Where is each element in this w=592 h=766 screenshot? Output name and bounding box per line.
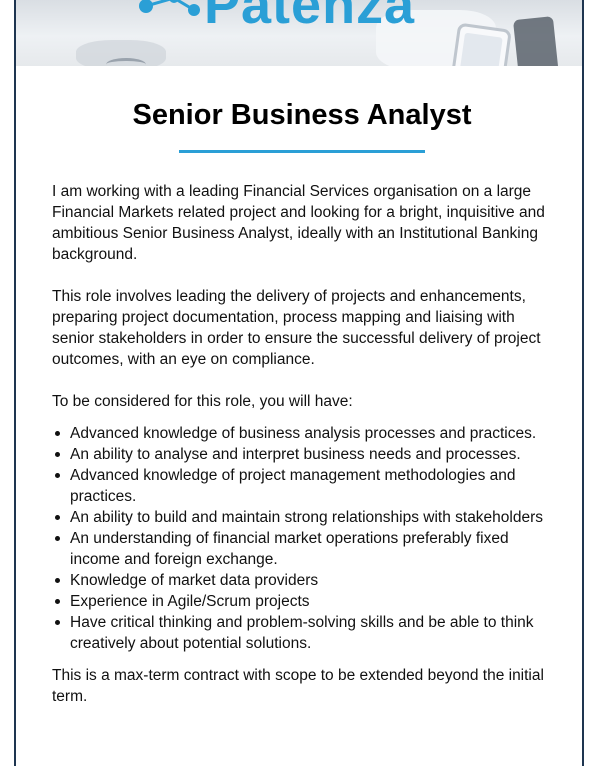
list-item: Experience in Agile/Scrum projects (55, 591, 552, 612)
requirements-list: Advanced knowledge of business analysis … (52, 423, 552, 654)
phone-image (450, 22, 512, 66)
list-item: Advanced knowledge of project management… (55, 465, 552, 507)
intro-paragraph: I am working with a leading Financial Se… (52, 183, 545, 263)
list-item: An ability to analyse and interpret busi… (55, 444, 552, 465)
cable-decoration (106, 58, 146, 66)
job-description: Senior Business Analyst I am working wit… (52, 66, 552, 707)
closing-paragraph: This is a max-term contract with scope t… (52, 667, 544, 705)
job-title: Senior Business Analyst (132, 99, 472, 131)
list-item: Knowledge of market data providers (55, 570, 552, 591)
role-paragraph: This role involves leading the delivery … (52, 288, 541, 368)
network-dots-icon (139, 0, 200, 16)
title-divider (179, 150, 425, 153)
requirements-heading: To be considered for this role, you will… (52, 393, 353, 410)
header-banner: Patenza (16, 0, 582, 66)
brand-logo: Patenza (204, 0, 416, 35)
list-item: An ability to build and maintain strong … (55, 507, 552, 528)
phone-image (512, 16, 560, 66)
email-frame: Patenza Senior Business Analyst I am wor… (14, 0, 584, 766)
list-item: An understanding of financial market ope… (55, 528, 552, 570)
list-item: Have critical thinking and problem-solvi… (55, 612, 552, 654)
list-item: Advanced knowledge of business analysis … (55, 423, 552, 444)
